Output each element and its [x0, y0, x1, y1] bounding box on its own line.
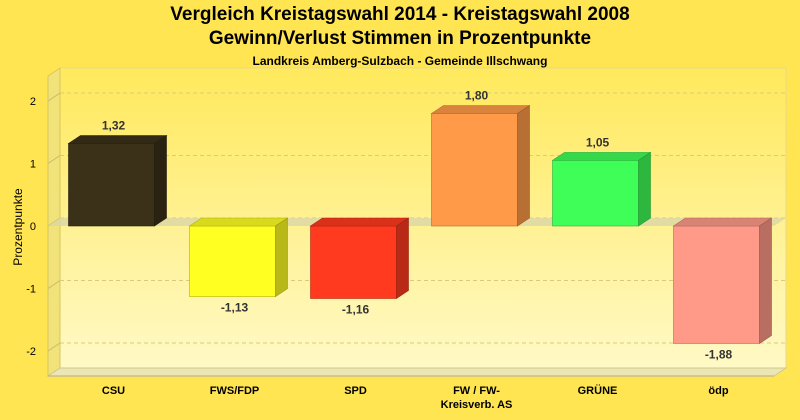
bar-side: [759, 217, 772, 345]
y-tick-label: -1: [26, 284, 36, 296]
y-tick-label: 1: [30, 159, 36, 171]
x-tick-label: CSU: [102, 385, 125, 397]
x-tick-label: FW / FW-: [453, 385, 500, 397]
chart-subtitle: Gewinn/Verlust Stimmen in Prozentpunkte: [208, 28, 592, 49]
bar-side: [275, 217, 288, 298]
bar-side: [517, 104, 530, 227]
data-label: 1,32: [102, 119, 126, 133]
x-tick-label: FWS/FDP: [210, 385, 260, 397]
bar-top: [67, 135, 168, 144]
bar: [431, 113, 518, 227]
data-label: -1,88: [705, 348, 733, 362]
y-tick-label: 2: [30, 96, 36, 108]
bar: [673, 225, 760, 344]
bar-side: [396, 217, 409, 300]
bar-top: [188, 217, 289, 227]
data-label: -1,13: [221, 301, 249, 315]
bar-side: [638, 151, 651, 227]
y-tick-label: 0: [30, 221, 36, 233]
y-axis-label: Prozentpunkte: [11, 188, 25, 266]
bar: [552, 160, 639, 227]
gridline-side: [47, 155, 61, 164]
floor: [46, 367, 788, 377]
x-tick-label: SPD: [344, 385, 367, 397]
data-label: 1,80: [465, 89, 489, 103]
bar-top: [551, 152, 652, 161]
data-label: -1,16: [342, 303, 370, 317]
bar-top: [309, 217, 410, 227]
bar: [68, 143, 155, 227]
bar: [310, 225, 397, 299]
chart-title: Vergleich Kreistagswahl 2014 - Kreistags…: [170, 4, 630, 25]
gridline-side: [47, 92, 61, 102]
x-tick-label: ödp: [708, 385, 728, 397]
bar-side: [154, 134, 167, 227]
bar: [189, 225, 276, 297]
y-tick-label: -2: [26, 346, 36, 358]
x-tick-label: GRÜNE: [578, 384, 618, 397]
gridline-side: [47, 280, 61, 289]
data-label: 1,05: [586, 135, 610, 149]
bar-top: [430, 105, 531, 114]
chart-caption: Landkreis Amberg-Sulzbach - Gemeinde Ill…: [252, 54, 548, 68]
x-tick-label: Kreisverb. AS: [441, 399, 513, 411]
bar-top: [672, 217, 773, 227]
gridline-side: [47, 342, 61, 352]
